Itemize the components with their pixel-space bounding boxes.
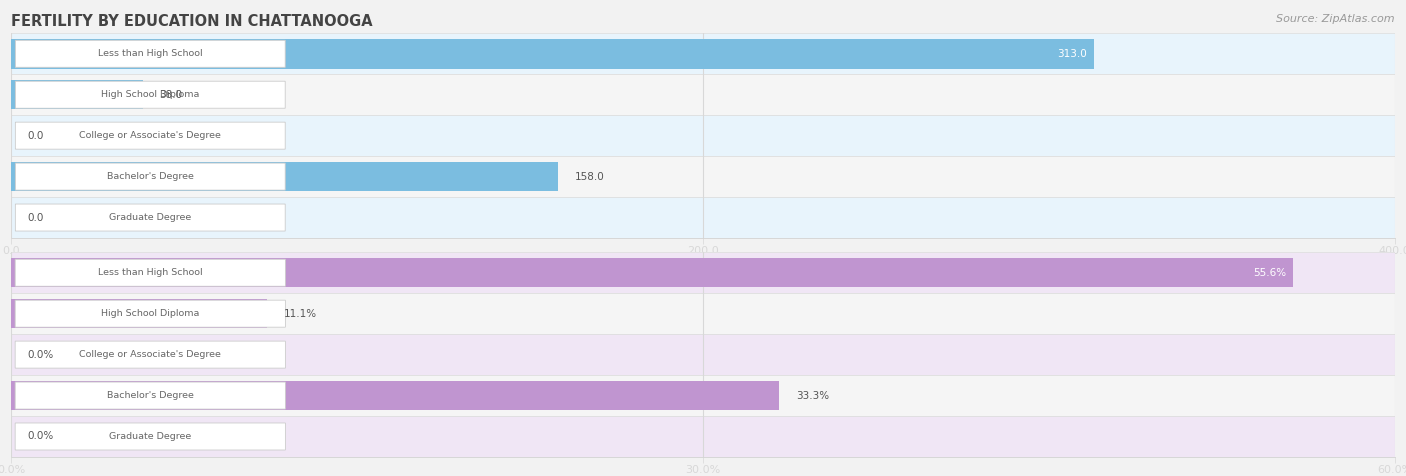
Bar bbox=[11, 162, 558, 191]
Text: 55.6%: 55.6% bbox=[1253, 268, 1286, 278]
Bar bbox=[11, 416, 1395, 457]
Bar bbox=[11, 74, 1395, 115]
Bar bbox=[11, 80, 142, 109]
Text: Bachelor's Degree: Bachelor's Degree bbox=[107, 391, 194, 400]
Text: 0.0: 0.0 bbox=[28, 212, 44, 223]
Text: College or Associate's Degree: College or Associate's Degree bbox=[79, 131, 221, 140]
Bar bbox=[11, 293, 1395, 334]
FancyBboxPatch shape bbox=[15, 341, 285, 368]
Text: 0.0%: 0.0% bbox=[28, 349, 53, 360]
Text: Source: ZipAtlas.com: Source: ZipAtlas.com bbox=[1277, 14, 1395, 24]
Text: College or Associate's Degree: College or Associate's Degree bbox=[79, 350, 221, 359]
Bar bbox=[11, 381, 779, 410]
Text: High School Diploma: High School Diploma bbox=[101, 309, 200, 318]
Bar bbox=[11, 375, 1395, 416]
Text: 0.0%: 0.0% bbox=[28, 431, 53, 442]
Text: Less than High School: Less than High School bbox=[98, 268, 202, 277]
Bar bbox=[11, 334, 1395, 375]
FancyBboxPatch shape bbox=[15, 423, 285, 450]
Text: 158.0: 158.0 bbox=[574, 171, 605, 182]
Text: Bachelor's Degree: Bachelor's Degree bbox=[107, 172, 194, 181]
Bar bbox=[11, 299, 267, 328]
Bar bbox=[11, 39, 1094, 69]
FancyBboxPatch shape bbox=[15, 382, 285, 409]
Text: 11.1%: 11.1% bbox=[284, 308, 316, 319]
Bar bbox=[11, 115, 1395, 156]
FancyBboxPatch shape bbox=[15, 259, 285, 286]
Text: Graduate Degree: Graduate Degree bbox=[110, 213, 191, 222]
Text: 38.0: 38.0 bbox=[159, 89, 183, 100]
FancyBboxPatch shape bbox=[15, 163, 285, 190]
Text: 33.3%: 33.3% bbox=[796, 390, 828, 401]
Bar bbox=[11, 258, 1294, 288]
Text: 0.0: 0.0 bbox=[28, 130, 44, 141]
FancyBboxPatch shape bbox=[15, 40, 285, 67]
Text: Less than High School: Less than High School bbox=[98, 50, 202, 58]
Text: High School Diploma: High School Diploma bbox=[101, 90, 200, 99]
Text: FERTILITY BY EDUCATION IN CHATTANOOGA: FERTILITY BY EDUCATION IN CHATTANOOGA bbox=[11, 14, 373, 30]
Bar bbox=[11, 252, 1395, 293]
FancyBboxPatch shape bbox=[15, 204, 285, 231]
Bar bbox=[11, 197, 1395, 238]
Text: 313.0: 313.0 bbox=[1057, 49, 1087, 59]
Bar bbox=[11, 33, 1395, 74]
FancyBboxPatch shape bbox=[15, 81, 285, 108]
FancyBboxPatch shape bbox=[15, 300, 285, 327]
Bar bbox=[11, 156, 1395, 197]
FancyBboxPatch shape bbox=[15, 122, 285, 149]
Text: Graduate Degree: Graduate Degree bbox=[110, 432, 191, 441]
